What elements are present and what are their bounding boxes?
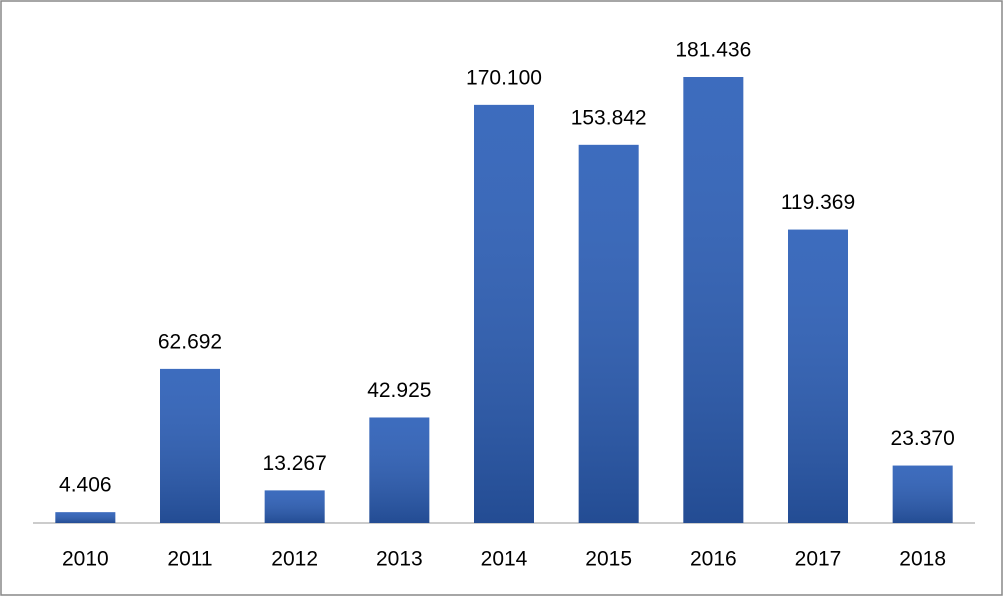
x-tick-label: 2017 bbox=[795, 548, 842, 571]
value-label: 153.842 bbox=[571, 106, 647, 129]
bar bbox=[683, 77, 744, 523]
value-label: 119.369 bbox=[781, 191, 855, 214]
x-tick-label: 2013 bbox=[376, 548, 423, 571]
x-tick-label: 2015 bbox=[585, 548, 632, 571]
value-label: 23.370 bbox=[891, 427, 955, 450]
x-tick-label: 2018 bbox=[899, 548, 946, 571]
x-tick-label: 2010 bbox=[62, 548, 109, 571]
bar bbox=[892, 465, 953, 523]
value-label: 42.925 bbox=[367, 379, 431, 402]
bar bbox=[264, 490, 325, 523]
bar bbox=[578, 144, 639, 523]
bar bbox=[160, 368, 220, 523]
bar bbox=[788, 229, 848, 524]
x-tick-label: 2016 bbox=[690, 548, 737, 571]
x-tick-label: 2014 bbox=[481, 548, 528, 571]
value-label: 181.436 bbox=[675, 39, 751, 62]
value-label: 62.692 bbox=[158, 330, 222, 353]
value-label: 4.406 bbox=[59, 474, 112, 497]
x-tick-label: 2011 bbox=[167, 548, 212, 571]
value-label: 170.100 bbox=[466, 66, 542, 89]
x-tick-label: 2012 bbox=[271, 548, 318, 571]
value-label: 13.267 bbox=[263, 452, 327, 475]
bar bbox=[55, 512, 116, 523]
bar bbox=[474, 104, 534, 523]
bar bbox=[369, 417, 430, 523]
